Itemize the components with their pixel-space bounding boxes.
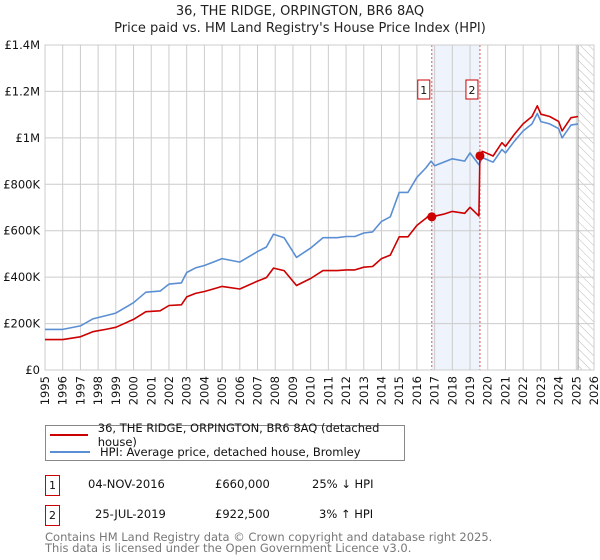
transaction-date: 04-NOV-2016 bbox=[88, 477, 165, 491]
x-tick-label: 2020 bbox=[481, 376, 495, 405]
x-tick-label: 2019 bbox=[463, 376, 477, 405]
red-line-swatch bbox=[50, 434, 88, 436]
transaction-hpi: 3% ↑ HPI bbox=[319, 507, 374, 521]
y-tick-label: £200K bbox=[3, 317, 40, 331]
legend-label-hpi: HPI: Average price, detached house, Brom… bbox=[100, 445, 361, 459]
sale-label: 2 bbox=[468, 84, 475, 97]
footer-licence: This data is licensed under the Open Gov… bbox=[45, 541, 412, 555]
hpi-line bbox=[45, 112, 579, 331]
x-tick-label: 2009 bbox=[286, 376, 300, 405]
x-tick-label: 1997 bbox=[73, 376, 87, 405]
x-tick-label: 2003 bbox=[180, 376, 194, 405]
transaction-hpi: 25% ↓ HPI bbox=[312, 477, 374, 491]
chart-title: 36, THE RIDGE, ORPINGTON, BR6 8AQ bbox=[175, 4, 425, 19]
sale-label: 1 bbox=[420, 84, 427, 97]
transaction-badge: 1 bbox=[45, 475, 60, 496]
x-tick-label: 2016 bbox=[410, 376, 424, 405]
x-tick-label: 2001 bbox=[144, 376, 158, 405]
x-tick-label: 2026 bbox=[587, 376, 600, 405]
x-tick-label: 1998 bbox=[91, 376, 105, 405]
x-tick-label: 2023 bbox=[534, 376, 548, 405]
y-tick-label: £1.4M bbox=[4, 38, 40, 52]
y-tick-label: £400K bbox=[3, 270, 40, 284]
sale-point bbox=[475, 151, 485, 161]
sale-label-box bbox=[417, 79, 431, 100]
y-tick-label: £1.2M bbox=[4, 84, 40, 98]
x-tick-label: 2021 bbox=[498, 376, 512, 405]
x-tick-label: 2012 bbox=[339, 376, 353, 405]
x-tick-label: 2008 bbox=[268, 376, 282, 405]
transaction-row: 1 04-NOV-2016 £660,000 25% ↓ HPI bbox=[45, 475, 445, 497]
legend-item-property: 36, THE RIDGE, ORPINGTON, BR6 8AQ (detac… bbox=[50, 421, 404, 449]
property-price-line bbox=[45, 105, 579, 341]
x-tick-label: 2025 bbox=[569, 376, 583, 405]
x-tick-label: 2015 bbox=[392, 376, 406, 405]
x-tick-label: 2002 bbox=[162, 376, 176, 405]
legend-item-hpi: HPI: Average price, detached house, Brom… bbox=[50, 444, 361, 460]
footer-copyright: Contains HM Land Registry data © Crown c… bbox=[45, 530, 493, 544]
forecast-hatch bbox=[578, 45, 594, 370]
x-tick-label: 2004 bbox=[197, 376, 211, 405]
x-tick-label: 1999 bbox=[109, 376, 123, 405]
chart-subtitle: Price paid vs. HM Land Registry's House … bbox=[114, 21, 486, 36]
x-tick-label: 2005 bbox=[215, 376, 229, 405]
legend: 36, THE RIDGE, ORPINGTON, BR6 8AQ (detac… bbox=[45, 421, 405, 461]
y-tick-label: £1M bbox=[15, 131, 40, 145]
transaction-price: £922,500 bbox=[215, 507, 270, 521]
x-tick-label: 2000 bbox=[127, 376, 141, 405]
price-chart: 1995 1996 1997 1998 1999 2000 2001 2002 2003 2004… bbox=[3, 38, 600, 405]
legend-label-property: 36, THE RIDGE, ORPINGTON, BR6 8AQ (detac… bbox=[97, 421, 380, 449]
x-tick-label: 2022 bbox=[516, 376, 530, 405]
x-tick-label: 2014 bbox=[374, 376, 388, 405]
x-tick-label: 2006 bbox=[233, 376, 247, 405]
transaction-date: 25-JUL-2019 bbox=[95, 507, 166, 521]
y-tick-label: £600K bbox=[3, 224, 40, 238]
x-tick-label: 1996 bbox=[56, 376, 70, 405]
sale-label-box bbox=[465, 79, 479, 100]
x-tick-label: 2007 bbox=[251, 376, 265, 405]
x-tick-label: 2013 bbox=[357, 376, 371, 405]
transaction-badge: 2 bbox=[45, 505, 60, 526]
sale-point bbox=[427, 212, 437, 222]
transaction-row: 2 25-JUL-2019 £922,500 3% ↑ HPI bbox=[45, 505, 445, 527]
y-tick-label: £800K bbox=[3, 177, 40, 191]
x-tick-label: 2018 bbox=[445, 376, 459, 405]
x-tick-label: 2024 bbox=[552, 376, 566, 405]
x-tick-label: 2010 bbox=[304, 376, 318, 405]
x-tick-label: 2017 bbox=[428, 376, 442, 405]
x-tick-label: 2011 bbox=[321, 376, 335, 405]
transaction-price: £660,000 bbox=[215, 477, 270, 491]
plot-frame bbox=[44, 44, 595, 371]
blue-line-swatch bbox=[50, 451, 90, 453]
y-tick-label: £0 bbox=[25, 363, 40, 377]
x-tick-label: 1995 bbox=[38, 376, 52, 405]
